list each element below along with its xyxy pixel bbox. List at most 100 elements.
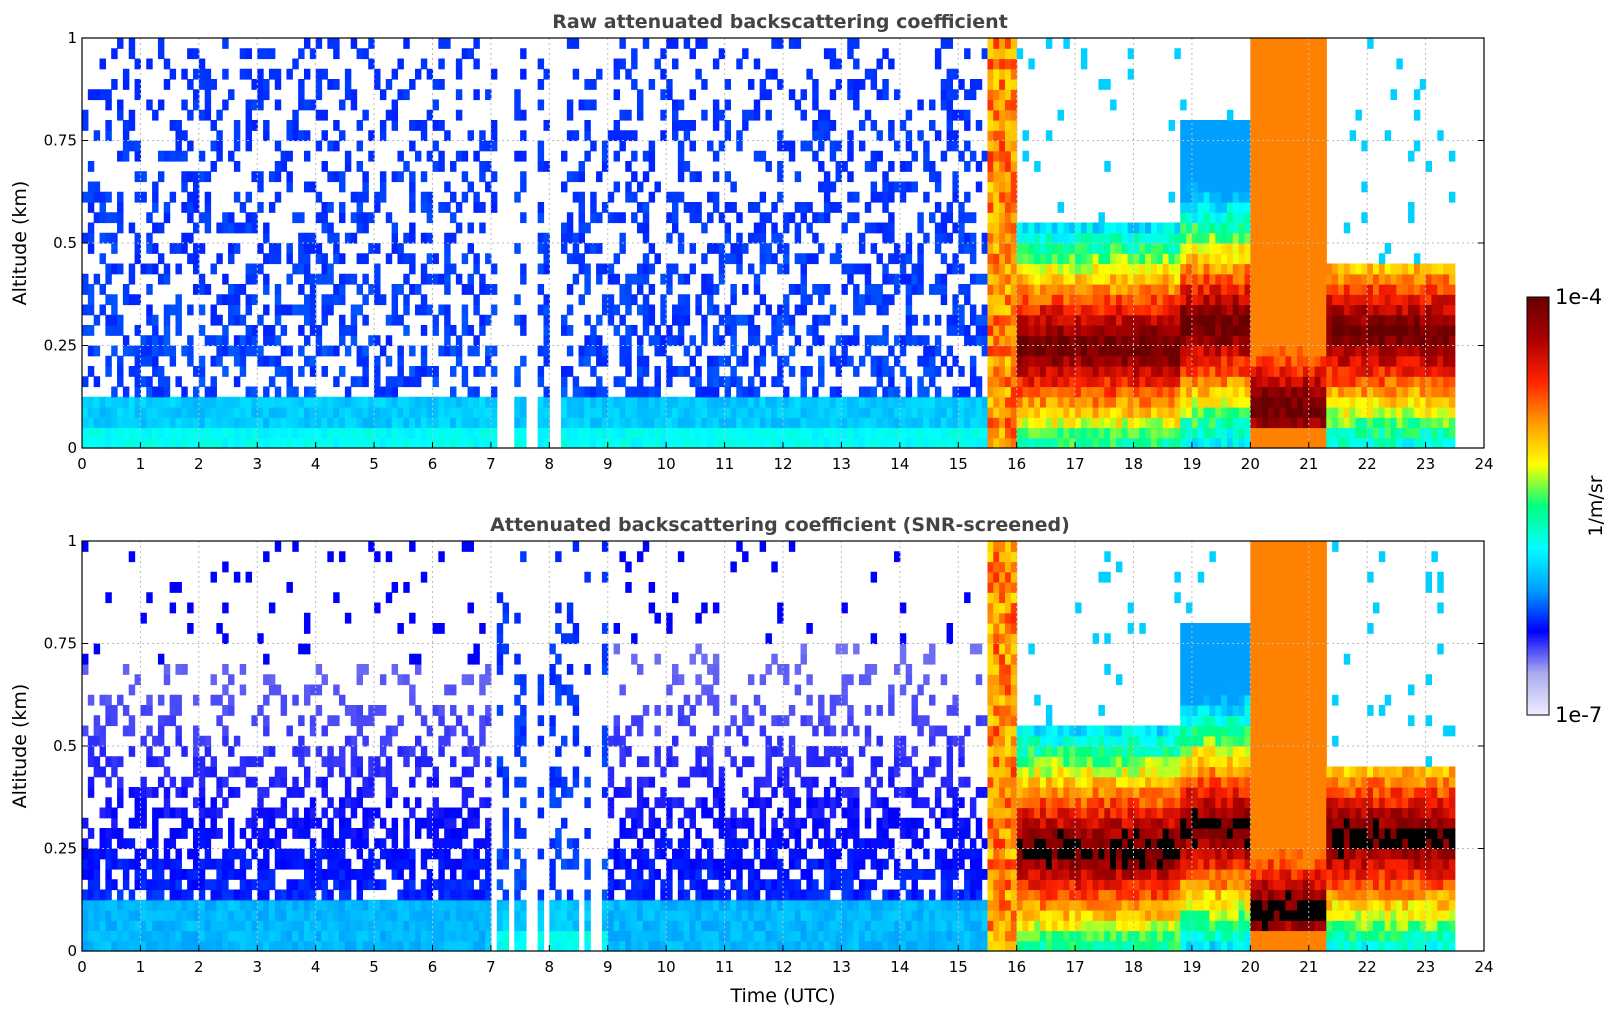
heatmap-cell <box>94 726 100 737</box>
heatmap-cell <box>1040 366 1046 377</box>
heatmap-cell <box>468 397 474 408</box>
heatmap-cell <box>1431 305 1437 316</box>
heatmap-cell <box>105 838 111 849</box>
heatmap-cell <box>1052 253 1058 264</box>
heatmap-cell <box>1291 59 1297 70</box>
heatmap-cell <box>947 110 953 121</box>
heatmap-cell <box>187 407 193 418</box>
heatmap-cell <box>450 212 456 223</box>
heatmap-cell <box>993 407 999 418</box>
heatmap-cell <box>473 192 479 203</box>
heatmap-cell <box>923 161 929 172</box>
heatmap-cell <box>111 438 117 449</box>
heatmap-cell <box>806 438 812 449</box>
heatmap-cell <box>1180 428 1186 439</box>
heatmap-cell <box>175 130 181 141</box>
heatmap-cell <box>993 325 999 336</box>
heatmap-cell <box>1280 274 1286 285</box>
heatmap-cell <box>105 356 111 367</box>
heatmap-cell <box>438 428 444 439</box>
heatmap-cell <box>561 315 567 326</box>
heatmap-cell <box>1169 428 1175 439</box>
heatmap-cell <box>1058 428 1064 439</box>
heatmap-cell <box>1297 397 1303 408</box>
heatmap-cell <box>830 397 836 408</box>
heatmap-cell <box>754 407 760 418</box>
heatmap-cell <box>596 243 602 254</box>
heatmap-cell <box>146 305 152 316</box>
heatmap-cell <box>947 428 953 439</box>
heatmap-cell <box>1209 305 1215 316</box>
heatmap-cell <box>105 407 111 418</box>
heatmap-cell <box>1297 346 1303 357</box>
heatmap-cell <box>1256 100 1262 111</box>
heatmap-cell <box>812 120 818 131</box>
heatmap-cell <box>1402 335 1408 346</box>
heatmap-cell <box>105 438 111 449</box>
heatmap-cell <box>561 387 567 398</box>
heatmap-cell <box>1209 233 1215 244</box>
heatmap-cell <box>789 438 795 449</box>
heatmap-cell <box>1280 223 1286 234</box>
heatmap-cell <box>1215 202 1221 213</box>
heatmap-cell <box>129 366 135 377</box>
heatmap-cell <box>853 438 859 449</box>
heatmap-cell <box>771 407 777 418</box>
heatmap-cell <box>468 182 474 193</box>
heatmap-cell <box>631 387 637 398</box>
heatmap-cell <box>976 315 982 326</box>
heatmap-cell <box>684 346 690 357</box>
heatmap-cell <box>1256 438 1262 449</box>
heatmap-cell <box>1291 243 1297 254</box>
heatmap-cell <box>1373 417 1379 428</box>
heatmap-cell <box>1239 141 1245 152</box>
heatmap-cell <box>1058 305 1064 316</box>
heatmap-cell <box>1180 417 1186 428</box>
heatmap-cell <box>1221 130 1227 141</box>
heatmap-cell <box>742 438 748 449</box>
heatmap-cell <box>584 438 590 449</box>
heatmap-cell <box>82 438 88 449</box>
heatmap-cell <box>1256 171 1262 182</box>
heatmap-cell <box>1028 325 1034 336</box>
heatmap-cell <box>1443 376 1449 387</box>
heatmap-cell <box>1145 315 1151 326</box>
heatmap-cell <box>1116 243 1122 254</box>
heatmap-cell <box>117 151 123 162</box>
heatmap-cell <box>1087 253 1093 264</box>
heatmap-cell <box>847 151 853 162</box>
heatmap-cell <box>876 356 882 367</box>
heatmap-cell <box>94 407 100 418</box>
heatmap-cell <box>105 797 111 808</box>
heatmap-cell <box>1391 335 1397 346</box>
heatmap-cell <box>707 294 713 305</box>
heatmap-cell <box>362 212 368 223</box>
heatmap-cell <box>1315 346 1321 357</box>
heatmap-cell <box>421 366 427 377</box>
heatmap-cell <box>380 192 386 203</box>
heatmap-cell <box>304 100 310 111</box>
heatmap-cell <box>246 274 252 285</box>
heatmap-cell <box>1396 387 1402 398</box>
heatmap-cell <box>783 305 789 316</box>
heatmap-cell <box>1134 315 1140 326</box>
heatmap-cell <box>1326 335 1332 346</box>
heatmap-cell <box>397 284 403 295</box>
heatmap-cell <box>351 233 357 244</box>
heatmap-cell <box>345 397 351 408</box>
heatmap-cell <box>1326 397 1332 408</box>
heatmap-cell <box>1262 38 1268 49</box>
heatmap-cell <box>450 397 456 408</box>
heatmap-cell <box>94 182 100 193</box>
heatmap-cell <box>678 335 684 346</box>
heatmap-cell <box>1034 428 1040 439</box>
heatmap-cell <box>1169 335 1175 346</box>
heatmap-cell <box>730 182 736 193</box>
heatmap-cell <box>1274 305 1280 316</box>
heatmap-cell <box>444 335 450 346</box>
heatmap-cell <box>1262 335 1268 346</box>
heatmap-cell <box>357 438 363 449</box>
heatmap-cell <box>1017 387 1023 398</box>
heatmap-cell <box>847 407 853 418</box>
heatmap-cell <box>421 130 427 141</box>
